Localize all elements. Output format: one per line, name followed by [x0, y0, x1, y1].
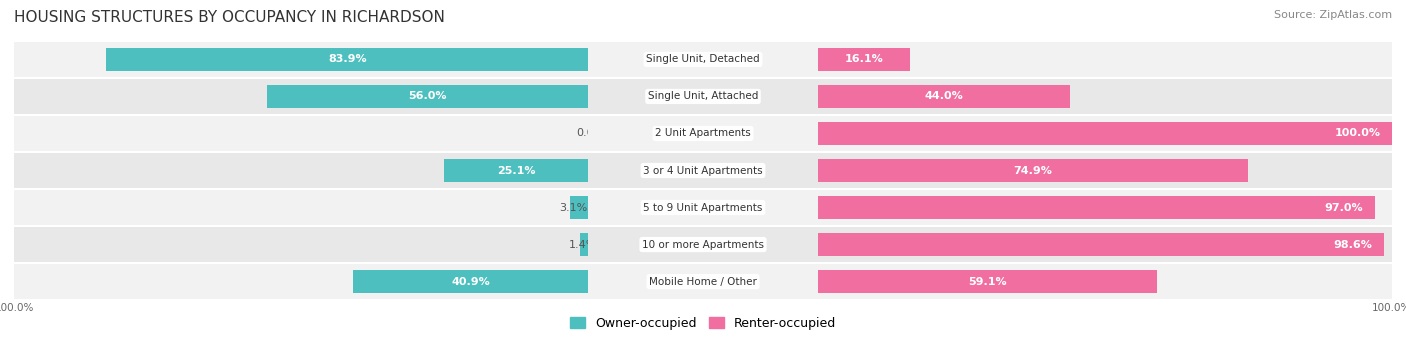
Bar: [14, 189, 588, 226]
Bar: [14, 41, 588, 78]
Bar: [818, 115, 1392, 152]
Bar: [818, 189, 1392, 226]
Text: 40.9%: 40.9%: [451, 277, 491, 286]
Text: 0.0%: 0.0%: [576, 129, 605, 138]
Bar: [581, 234, 588, 256]
Bar: [588, 115, 818, 152]
Text: Single Unit, Detached: Single Unit, Detached: [647, 55, 759, 64]
Bar: [14, 226, 588, 263]
Bar: [14, 115, 588, 152]
Bar: [818, 263, 1392, 300]
Text: 74.9%: 74.9%: [1014, 165, 1052, 176]
Text: 10 or more Apartments: 10 or more Apartments: [643, 239, 763, 250]
Text: 97.0%: 97.0%: [1324, 203, 1364, 212]
Text: HOUSING STRUCTURES BY OCCUPANCY IN RICHARDSON: HOUSING STRUCTURES BY OCCUPANCY IN RICHA…: [14, 10, 444, 25]
Text: 59.1%: 59.1%: [969, 277, 1007, 286]
Bar: [818, 41, 1392, 78]
Bar: [818, 196, 1375, 219]
Bar: [14, 263, 588, 300]
Text: Single Unit, Attached: Single Unit, Attached: [648, 91, 758, 102]
Bar: [818, 48, 910, 71]
Text: Mobile Home / Other: Mobile Home / Other: [650, 277, 756, 286]
Bar: [588, 226, 818, 263]
Text: 16.1%: 16.1%: [845, 55, 883, 64]
Bar: [353, 270, 588, 293]
Text: 3.1%: 3.1%: [560, 203, 588, 212]
Text: 98.6%: 98.6%: [1333, 239, 1372, 250]
Text: 83.9%: 83.9%: [328, 55, 367, 64]
Bar: [588, 263, 818, 300]
Bar: [588, 189, 818, 226]
Text: 56.0%: 56.0%: [408, 91, 447, 102]
Bar: [267, 85, 588, 107]
Bar: [818, 159, 1249, 182]
Bar: [818, 234, 1384, 256]
Bar: [818, 85, 1070, 107]
Text: Source: ZipAtlas.com: Source: ZipAtlas.com: [1274, 10, 1392, 20]
Text: 100.0%: 100.0%: [1334, 129, 1381, 138]
Bar: [588, 41, 818, 78]
Bar: [107, 48, 588, 71]
Bar: [818, 122, 1392, 145]
Bar: [14, 152, 588, 189]
Text: 2 Unit Apartments: 2 Unit Apartments: [655, 129, 751, 138]
Bar: [571, 196, 588, 219]
Text: 44.0%: 44.0%: [925, 91, 963, 102]
Bar: [588, 152, 818, 189]
Bar: [818, 152, 1392, 189]
Bar: [818, 78, 1392, 115]
Text: 3 or 4 Unit Apartments: 3 or 4 Unit Apartments: [643, 165, 763, 176]
Legend: Owner-occupied, Renter-occupied: Owner-occupied, Renter-occupied: [565, 312, 841, 335]
Bar: [588, 78, 818, 115]
Text: 25.1%: 25.1%: [496, 165, 536, 176]
Bar: [818, 226, 1392, 263]
Text: 1.4%: 1.4%: [568, 239, 598, 250]
Bar: [818, 270, 1157, 293]
Bar: [14, 78, 588, 115]
Text: 5 to 9 Unit Apartments: 5 to 9 Unit Apartments: [644, 203, 762, 212]
Bar: [444, 159, 588, 182]
